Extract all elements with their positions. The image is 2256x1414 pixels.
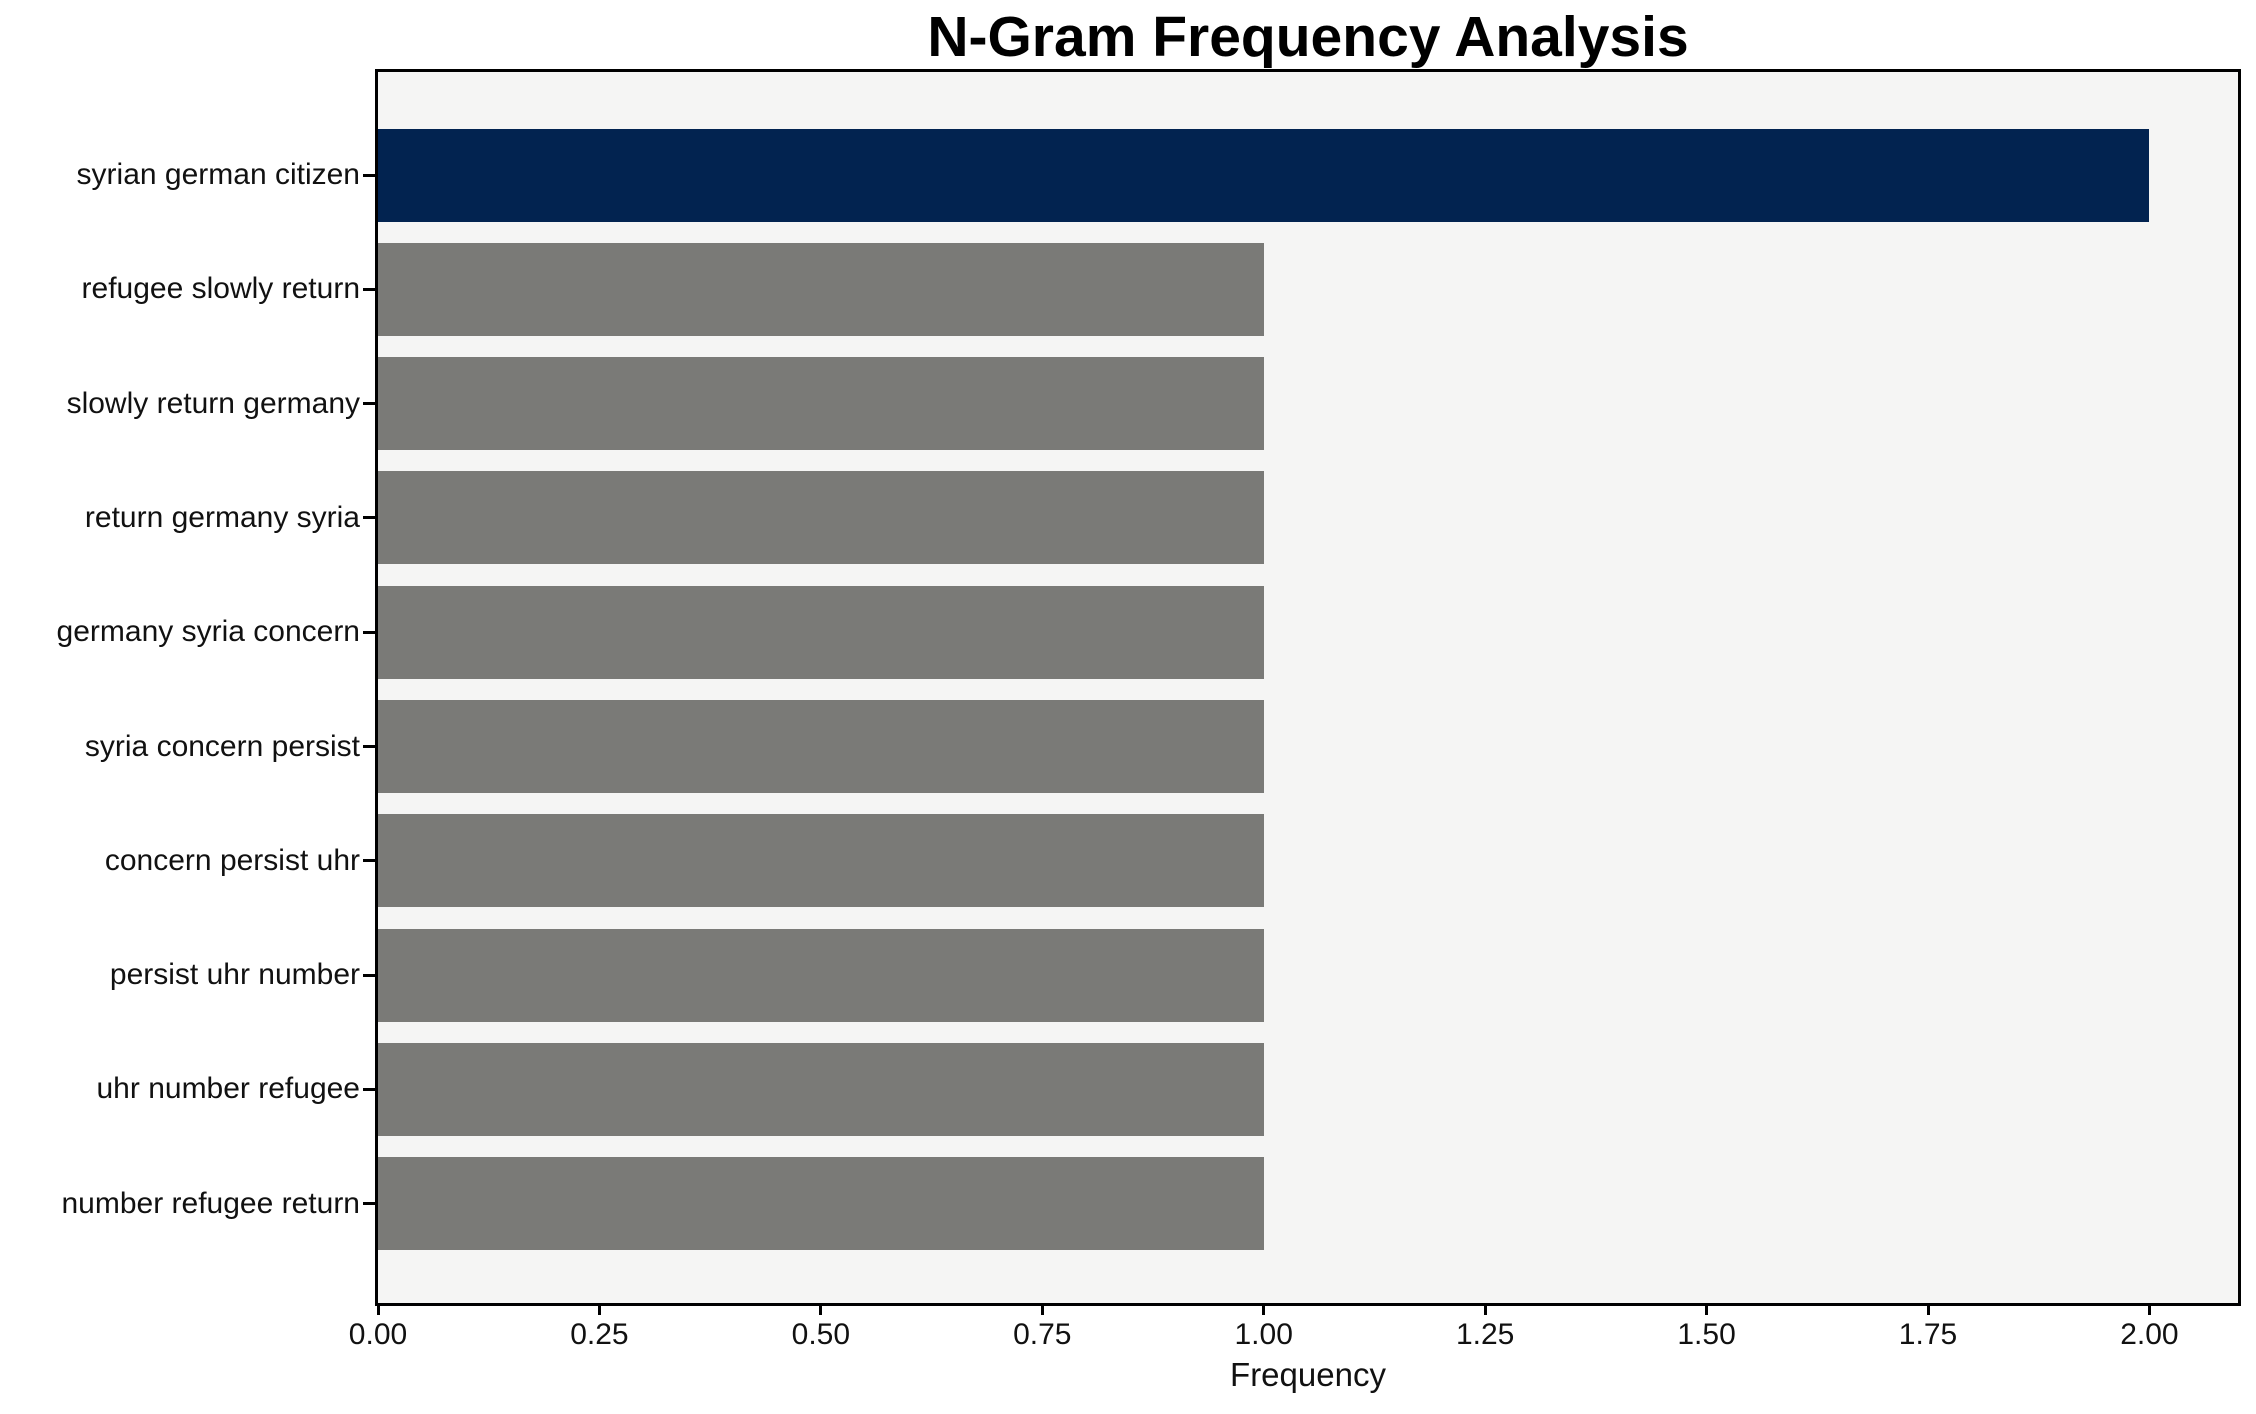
y-tick-label: germany syria concern — [56, 615, 360, 649]
bar — [378, 1042, 1264, 1136]
x-tick-label: 0.25 — [570, 1318, 629, 1351]
x-tick-label: 2.00 — [2120, 1318, 2179, 1351]
y-tick-label: number refugee return — [61, 1186, 360, 1220]
x-tick-mark — [2147, 1303, 2151, 1315]
y-tick-label: syria concern persist — [84, 729, 360, 763]
y-tick-label: syrian german citizen — [76, 158, 360, 191]
y-tick-label: return germany syria — [84, 500, 360, 534]
x-tick-mark — [819, 1303, 823, 1315]
x-tick-mark — [376, 1303, 380, 1315]
x-tick-mark — [1483, 1303, 1487, 1315]
y-tick-mark — [363, 859, 375, 863]
x-tick-label: 1.25 — [1455, 1318, 1515, 1351]
y-tick-mark — [363, 402, 375, 406]
y-tick-mark — [363, 745, 375, 748]
y-tick-label: concern persist uhr — [104, 843, 360, 877]
x-axis-label: Frequency — [1230, 1356, 1386, 1393]
y-tick-mark — [363, 1087, 375, 1091]
bar — [378, 1157, 1264, 1251]
bar — [378, 585, 1264, 679]
x-tick-label: 1.75 — [1898, 1318, 1958, 1351]
y-tick-mark — [363, 1202, 375, 1206]
bar — [378, 814, 1264, 908]
bar — [378, 471, 1264, 565]
x-tick-mark — [1926, 1303, 1930, 1315]
x-tick-mark — [1040, 1303, 1044, 1315]
chart-title: N-Gram Frequency Analysis — [927, 5, 1689, 69]
bar — [378, 928, 1264, 1022]
y-tick-mark — [363, 287, 375, 291]
x-tick-label: 0.50 — [791, 1318, 851, 1351]
y-tick-mark — [363, 173, 375, 177]
x-tick-label: 1.00 — [1234, 1318, 1293, 1351]
x-tick-mark — [1705, 1303, 1709, 1315]
y-tick-mark — [363, 516, 375, 520]
x-tick-mark — [1262, 1303, 1266, 1315]
bar — [378, 700, 1264, 793]
bar — [378, 357, 1264, 451]
y-tick-label: refugee slowly return — [81, 272, 360, 306]
bar — [378, 242, 1264, 336]
y-tick-label: uhr number refugee — [96, 1072, 361, 1106]
x-tick-mark — [597, 1303, 601, 1315]
x-tick-label: 1.50 — [1677, 1318, 1736, 1351]
y-tick-mark — [363, 630, 375, 634]
x-tick-label: 0.75 — [1013, 1318, 1072, 1351]
x-tick-label: 0.00 — [348, 1318, 408, 1351]
bar — [378, 128, 2150, 222]
y-tick-mark — [363, 973, 375, 977]
y-tick-label: slowly return germany — [66, 386, 360, 420]
y-tick-label: persist uhr number — [109, 958, 360, 992]
plot-area — [375, 69, 2241, 1306]
